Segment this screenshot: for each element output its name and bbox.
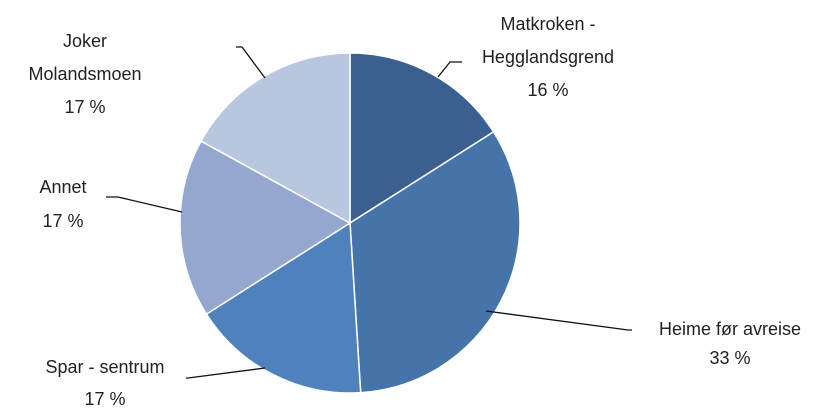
leader-line [437, 61, 462, 78]
leader-line [106, 196, 183, 213]
slice-value-label: 16 % [527, 80, 568, 100]
pie-slice [179, 140, 352, 316]
slice-label: Matkroken - [500, 14, 595, 34]
leader-line [186, 367, 266, 379]
slice-value-label: 17 % [64, 97, 105, 117]
slice-label: Annet [39, 177, 86, 197]
slice-label: Heime før avreise [659, 319, 801, 339]
slice-label: Spar - sentrum [45, 357, 164, 377]
pie-slice [349, 52, 495, 225]
slices [179, 52, 521, 394]
leader-lines [106, 46, 632, 379]
slice-value-label: 17 % [42, 211, 83, 231]
slice-label: Hegglandsgrend [482, 47, 614, 67]
leader-line [485, 310, 632, 331]
pie-slice [205, 221, 362, 394]
slice-value-label: 33 % [709, 348, 750, 368]
slice-label: Molandsmoen [28, 64, 141, 84]
leader-line [236, 46, 266, 79]
pie-slice [349, 130, 521, 394]
slice-label: Joker [63, 31, 107, 51]
slice-value-label: 17 % [84, 389, 125, 409]
